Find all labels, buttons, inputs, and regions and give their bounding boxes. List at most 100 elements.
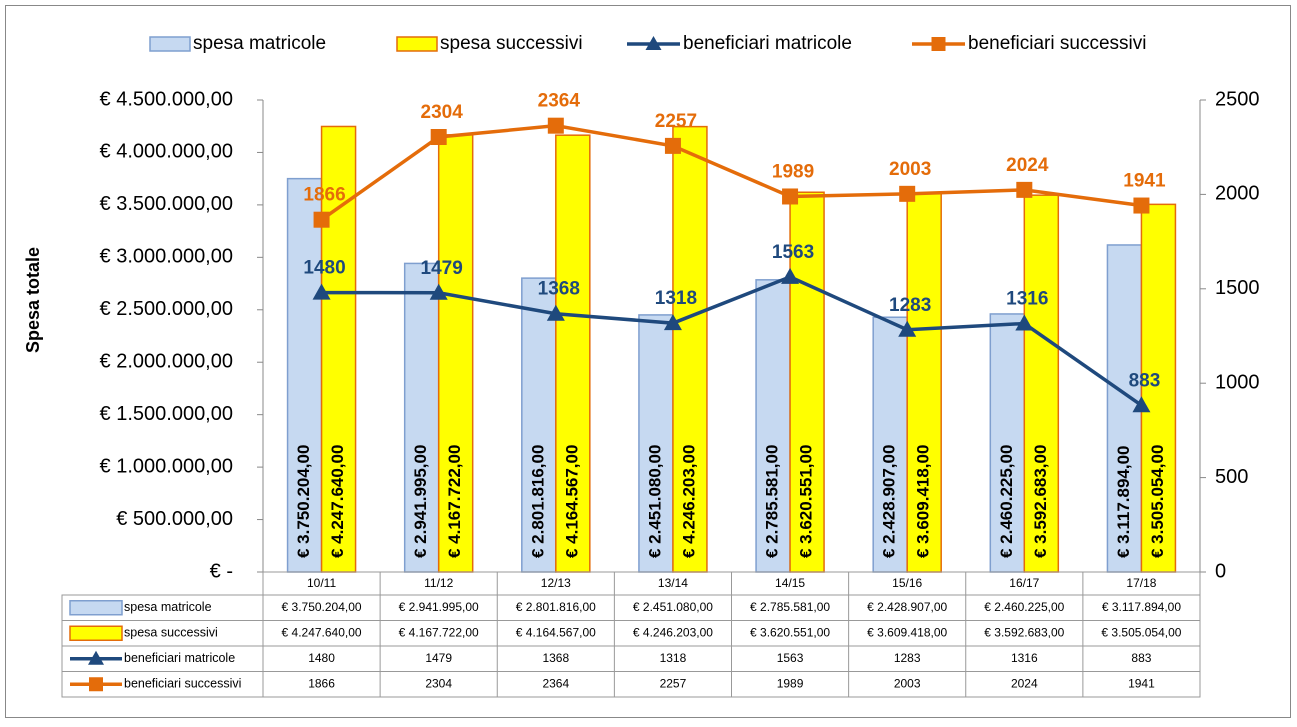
table-cell: 1479 xyxy=(425,651,452,665)
bar xyxy=(437,134,474,573)
table-cell: € 2.460.225,00 xyxy=(984,600,1064,614)
y2-tick-label: 500 xyxy=(1215,466,1248,488)
line-marker xyxy=(1132,396,1151,413)
table-category: 16/17 xyxy=(1009,576,1039,590)
bar-value-label: € 2.801.816,00 xyxy=(528,445,547,558)
table-cell: € 2.801.816,00 xyxy=(516,600,596,614)
legend-label: beneficiari successivi xyxy=(968,33,1146,54)
bar-value-label: € 3.117.894,00 xyxy=(1114,445,1133,558)
legend-swatch xyxy=(396,36,438,52)
bar-value-label: € 2.941.995,00 xyxy=(411,445,430,558)
legend-marker xyxy=(89,677,103,692)
line xyxy=(320,123,1142,222)
y-tick-label: € 2.500.000,00 xyxy=(100,298,233,320)
legend-marker xyxy=(931,37,946,51)
y-tick-label: € 1.000.000,00 xyxy=(100,455,233,477)
bar-value-label: € 4.164.567,00 xyxy=(562,445,581,558)
line-marker xyxy=(1133,197,1150,214)
table-category: 17/18 xyxy=(1126,576,1156,590)
line-marker xyxy=(312,283,331,300)
table-category: 10/11 xyxy=(307,576,336,590)
table-cell: 1318 xyxy=(660,651,687,665)
legend-marker xyxy=(88,650,104,665)
bar-value-label: € 2.785.581,00 xyxy=(763,445,782,558)
bar xyxy=(1023,194,1060,573)
y-tick-label: € 3.000.000,00 xyxy=(100,246,233,268)
line-marker xyxy=(899,185,916,202)
line-value-label: 2024 xyxy=(1006,155,1049,176)
bar xyxy=(755,279,791,573)
line-value-label: 1368 xyxy=(538,279,580,300)
line-marker xyxy=(547,117,564,134)
y-tick-label: € 4.500.000,00 xyxy=(100,88,233,110)
y-tick-label: € 3.500.000,00 xyxy=(100,193,233,215)
table-cell: € 3.620.551,00 xyxy=(750,625,830,639)
table-cell: 1989 xyxy=(777,676,804,690)
bar xyxy=(521,277,557,573)
line-marker xyxy=(430,129,447,146)
line-value-label: 1316 xyxy=(1006,289,1048,310)
line-value-label: 1318 xyxy=(655,288,697,309)
table-cell: 1563 xyxy=(777,651,804,665)
line-value-label: 883 xyxy=(1129,370,1161,391)
legend-marker xyxy=(645,36,662,50)
line-value-label: 2003 xyxy=(889,159,931,180)
legend-swatch xyxy=(69,625,123,641)
bar xyxy=(555,134,591,573)
table-cell: € 2.428.907,00 xyxy=(867,600,947,614)
y-tick-label: € 500.000,00 xyxy=(116,508,233,530)
line-marker xyxy=(1016,181,1033,198)
table-cell: 2364 xyxy=(542,676,569,690)
table-category: 11/12 xyxy=(424,576,453,590)
table-cell: € 4.164.567,00 xyxy=(516,625,596,639)
legend-label: spesa matricole xyxy=(193,33,326,54)
bar xyxy=(989,313,1026,573)
table-row-label: spesa matricole xyxy=(124,600,212,614)
line-value-label: 1479 xyxy=(421,258,463,279)
table-category: 14/15 xyxy=(775,576,805,590)
table-cell: 1480 xyxy=(308,651,335,665)
table-cell: 1316 xyxy=(1011,651,1038,665)
table-row-label: beneficiari successivi xyxy=(124,677,241,691)
line-value-label: 1941 xyxy=(1123,171,1166,192)
line-marker xyxy=(1015,314,1034,331)
line xyxy=(321,275,1143,407)
line-value-label: 1480 xyxy=(303,258,345,279)
legend-swatch xyxy=(149,36,191,52)
table-cell: € 2.451.080,00 xyxy=(633,600,713,614)
bar-value-label: € 3.609.418,00 xyxy=(914,445,933,558)
bar-value-label: € 2.460.225,00 xyxy=(997,445,1016,558)
line-value-label: 2304 xyxy=(421,102,464,123)
y2-tick-label: 1000 xyxy=(1215,371,1260,393)
bar xyxy=(286,177,323,573)
bar-value-label: € 3.750.204,00 xyxy=(294,445,313,558)
line-marker xyxy=(898,320,917,337)
table-cell: € 4.246.203,00 xyxy=(633,625,713,639)
table-category: 13/14 xyxy=(658,576,688,590)
line-marker xyxy=(546,304,565,321)
y-axis-label: Spesa totale xyxy=(23,247,43,353)
bar xyxy=(672,125,708,573)
line-marker xyxy=(429,283,448,300)
table-cell: 1283 xyxy=(894,651,921,665)
y2-tick-label: 2000 xyxy=(1215,183,1260,205)
line-value-label: 1989 xyxy=(772,161,814,182)
table-cell: € 2.941.995,00 xyxy=(399,600,479,614)
table-cell: € 3.750.204,00 xyxy=(282,600,362,614)
y-tick-label: € 1.500.000,00 xyxy=(100,403,233,425)
line-value-label: 1866 xyxy=(303,185,345,206)
table-category: 15/16 xyxy=(892,576,922,590)
bar-value-label: € 2.428.907,00 xyxy=(880,445,899,558)
line-marker xyxy=(781,267,800,284)
table-cell: € 3.609.418,00 xyxy=(867,625,947,639)
table-cell: 1941 xyxy=(1128,676,1155,690)
table-cell: 2304 xyxy=(425,676,452,690)
table-row-label: beneficiari matricole xyxy=(124,651,235,665)
y-tick-label: € 2.000.000,00 xyxy=(100,351,233,373)
table-cell: 2257 xyxy=(660,676,687,690)
legend-label: spesa successivi xyxy=(440,33,583,54)
line-value-label: 2257 xyxy=(655,111,697,132)
table-cell: 883 xyxy=(1131,651,1151,665)
table-cell: € 2.785.581,00 xyxy=(750,600,830,614)
